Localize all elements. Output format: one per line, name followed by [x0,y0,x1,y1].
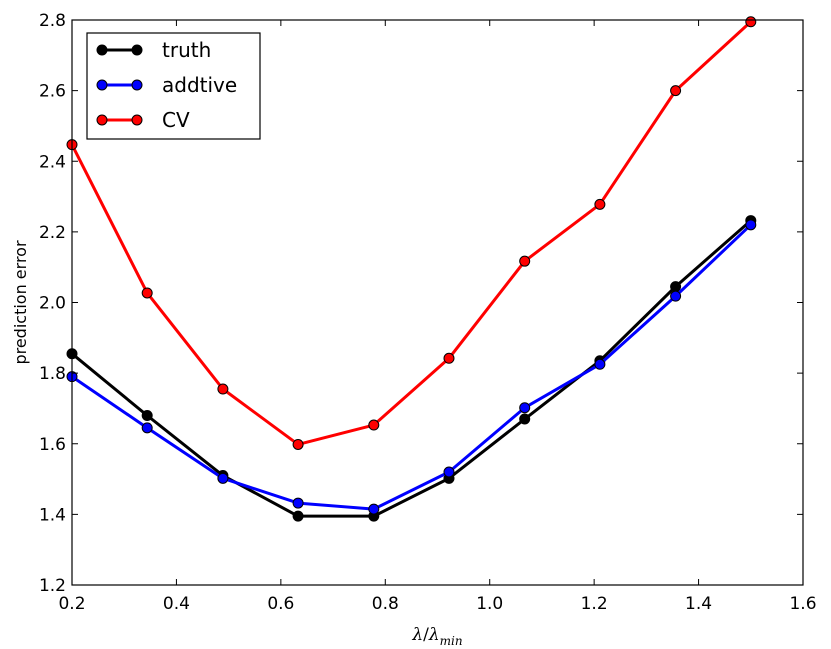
data-point-CV [141,287,153,299]
plot-frame [71,19,804,586]
data-point-truth [519,413,531,425]
data-point-addtive [519,402,531,414]
legend-label: truth [162,38,211,62]
legend-label: addtive [162,73,237,97]
data-point-addtive [217,472,229,484]
data-point-addtive [670,290,682,302]
x-tick-label: 1.6 [789,594,816,614]
legend: truth addtive CV [86,32,261,140]
data-point-CV [594,198,606,210]
y-tick-label: 1.4 [39,505,66,525]
legend-item-truth: truth [96,38,211,62]
data-point-addtive [368,503,380,515]
x-axis-label: λ/λmin [411,625,462,648]
data-point-CV [745,16,757,28]
y-tick-label: 2.6 [39,82,66,102]
series-line-addtive [71,223,752,511]
legend-marker [96,79,108,91]
x-axis-label-slash: / [423,625,429,645]
data-point-CV [292,438,304,450]
data-point-truth [670,281,682,293]
legend-marker [131,114,143,126]
data-point-addtive [745,219,757,231]
data-point-addtive [292,497,304,509]
data-point-CV [443,352,455,364]
legend-marker [131,44,143,56]
series-line-truth [71,219,752,518]
legend-marker [96,44,108,56]
y-tick-label: 2.4 [39,152,66,172]
x-tick-label: 0.8 [372,594,399,614]
y-axis-label: prediction error [11,240,30,365]
data-point-CV [368,419,380,431]
series-line-CV [70,20,752,446]
data-point-CV [519,255,531,267]
x-tick-label: 0.6 [267,594,294,614]
x-tick-label: 1.0 [476,594,503,614]
x-tick-label: 0.4 [163,594,190,614]
y-tick-label: 2.2 [39,223,66,243]
x-axis-label-subscript: min [440,634,463,648]
y-tick-label: 1.2 [39,576,66,596]
data-point-truth [292,510,304,522]
legend-item-CV: CV [96,108,190,132]
data-point-CV [670,85,682,97]
y-tick-label: 2.8 [39,11,66,31]
data-point-addtive [594,358,606,370]
data-point-truth [141,410,153,421]
legend-label: CV [162,108,190,132]
x-axis-label-lambda-2: λ [428,625,440,645]
x-axis-label-lambda: λ [411,625,423,645]
x-tick-label: 0.2 [58,594,85,614]
y-tick-label: 1.8 [39,364,66,384]
y-tick-label: 1.6 [39,435,66,455]
data-point-addtive [443,466,455,478]
legend-item-addtive: addtive [96,73,237,97]
x-tick-label: 1.4 [685,594,712,614]
series-layer [66,16,757,522]
legend-marker [96,114,108,126]
legend-marker [131,79,143,91]
x-tick-label: 1.2 [581,594,608,614]
axis-ticks: 0.2 0.4 0.6 0.8 1.0 1.2 1.4 1.6 1.2 1.4 1.6 1.8 2.0 2… [39,11,817,614]
y-tick-label: 2.0 [39,294,66,314]
data-point-addtive [141,422,153,434]
data-point-CV [217,383,229,395]
